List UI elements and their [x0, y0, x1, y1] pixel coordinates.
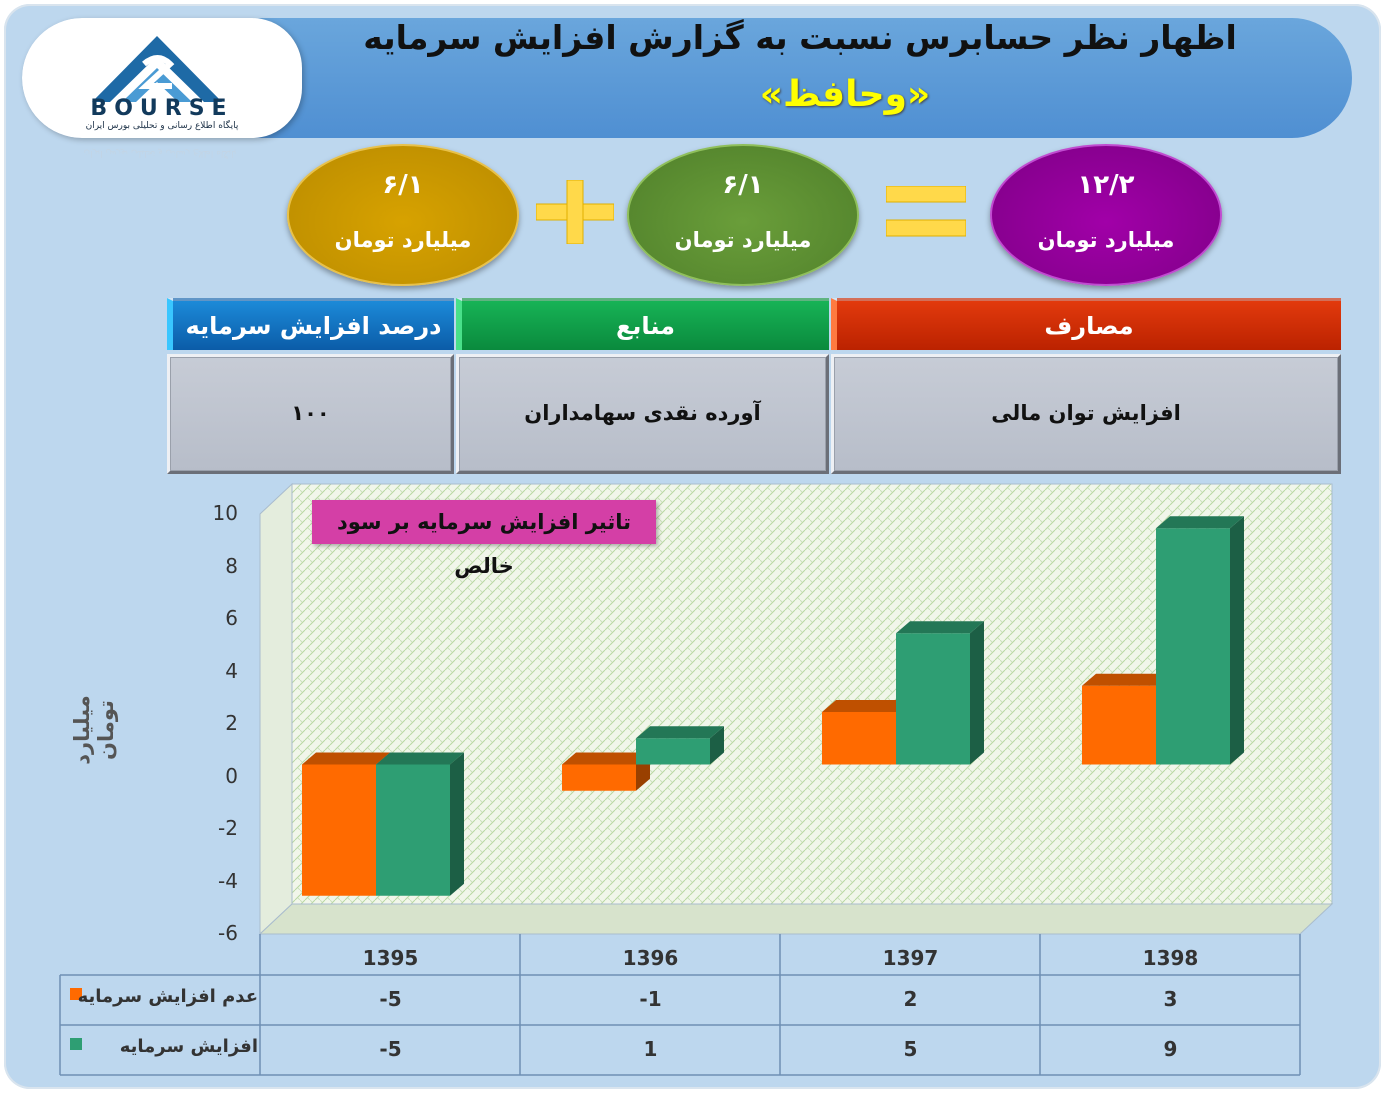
logo-mark-icon [92, 36, 222, 102]
bar-increase-1397 [896, 621, 984, 765]
value-uses: افزایش توان مالی [831, 354, 1341, 474]
table-value: 5 [903, 1037, 918, 1061]
equals-icon [886, 186, 966, 237]
table-value: -5 [379, 987, 402, 1011]
table-value: -5 [379, 1037, 402, 1061]
category-label: 1395 [362, 946, 419, 970]
y-tick-label: -2 [218, 816, 238, 840]
y-tick-label: 0 [225, 763, 238, 788]
bar-no-increase-1396 [562, 752, 650, 791]
plus-icon [536, 180, 614, 244]
table-value: 3 [1163, 987, 1178, 1011]
bar-increase-1395 [376, 752, 464, 896]
bourse-logo: BOURSE پایگاه اطلاع رسانی و تحلیلی بورس … [22, 18, 302, 138]
y-tick-label: -6 [218, 921, 238, 945]
category-label: 1398 [1142, 946, 1199, 970]
table-value: 2 [903, 987, 918, 1011]
legend-swatch-increase [70, 1038, 82, 1050]
amount-unit: میلیارد تومان [334, 228, 472, 252]
amount-value: ۶/۱ [722, 170, 764, 200]
category-label: 1397 [882, 946, 939, 970]
legend-series-increase: افزایش سرمایه [119, 1036, 258, 1057]
header-capital-increase-percent: درصد افزایش سرمایه [167, 298, 454, 350]
amount-value: ۶/۱ [382, 170, 424, 200]
amount-oval-middle: ۶/۱ میلیارد تومان [627, 144, 859, 286]
y-tick-label: 4 [225, 658, 238, 683]
amount-unit: میلیارد تومان [674, 228, 812, 252]
chart-title: تاثیر افزایش سرمایه بر سود خالص [312, 500, 656, 578]
bar-increase-1396 [636, 726, 724, 765]
value-sources: آورده نقدی سهامداران [456, 354, 829, 474]
logo-subtitle: پایگاه اطلاع رسانی و تحلیلی بورس ایران [85, 121, 239, 131]
y-tick-label: 10 [212, 501, 238, 525]
y-axis-label: میلیارد تومان [70, 695, 118, 765]
y-tick-label: 2 [225, 711, 238, 735]
amount-unit: میلیارد تومان [1037, 228, 1175, 252]
header-uses: مصارف [831, 298, 1341, 350]
bar-increase-1398 [1156, 516, 1244, 765]
bar-no-increase-1397 [822, 700, 910, 765]
value-capital-increase-percent: ۱۰۰ [167, 354, 454, 474]
y-tick-label: 6 [225, 606, 238, 630]
legend-swatch-no-increase [70, 988, 82, 1000]
category-label: 1396 [622, 946, 679, 970]
y-tick-label: 8 [225, 553, 238, 578]
page-title: اظهار نظر حسابرس نسبت به گزارش افزایش سر… [363, 18, 1237, 57]
legend-series-no-increase: عدم افزایش سرمایه [77, 986, 258, 1007]
table-value: 9 [1163, 1037, 1178, 1061]
chart-plot-area [258, 482, 1334, 936]
logo-word: BOURSE [90, 96, 234, 121]
y-tick-label: -4 [218, 868, 238, 893]
table-value: 1 [643, 1037, 658, 1061]
company-name: «وحافظ» [759, 74, 931, 115]
amount-oval-left: ۶/۱ میلیارد تومان [287, 144, 519, 286]
table-value: -1 [639, 987, 662, 1011]
header-sources: منابع [456, 298, 829, 350]
amount-value: ۱۲/۲ [1077, 170, 1135, 200]
amount-oval-total: ۱۲/۲ میلیارد تومان [990, 144, 1222, 286]
